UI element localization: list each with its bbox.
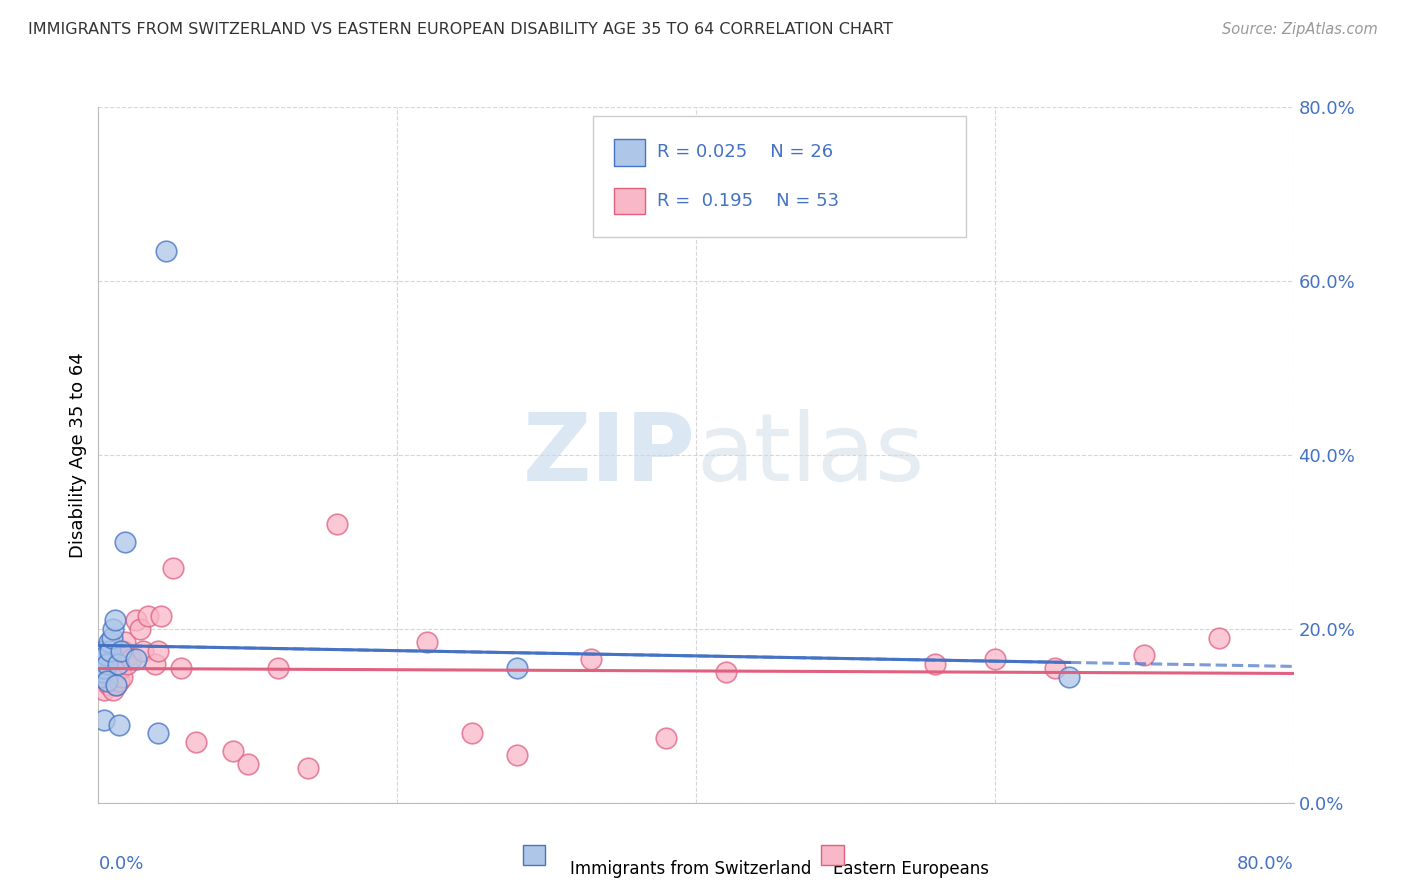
Text: atlas: atlas: [696, 409, 924, 501]
Point: [105, 678, 128, 692]
Point: [222, 744, 245, 758]
Text: IMMIGRANTS FROM SWITZERLAND VS EASTERN EUROPEAN DISABILITY AGE 35 TO 64 CORRELAT: IMMIGRANTS FROM SWITZERLAND VS EASTERN E…: [28, 22, 893, 37]
Point: [1059, 670, 1081, 684]
Point: [506, 661, 529, 675]
Point: [89, 657, 111, 671]
Point: [103, 682, 125, 697]
Point: [655, 731, 678, 745]
Point: [125, 652, 148, 666]
Point: [110, 661, 132, 675]
Point: [89, 661, 111, 675]
Point: [97, 678, 120, 692]
Point: [155, 244, 177, 258]
Point: [150, 608, 173, 623]
Point: [97, 635, 120, 649]
Point: [93, 713, 115, 727]
Point: [297, 761, 319, 775]
Point: [93, 682, 115, 697]
Point: [90, 670, 112, 684]
Y-axis label: Disability Age 35 to 64: Disability Age 35 to 64: [69, 352, 87, 558]
Point: [112, 643, 135, 657]
Point: [148, 726, 170, 740]
Point: [129, 622, 152, 636]
Point: [90, 657, 112, 671]
Point: [326, 517, 349, 532]
Point: [91, 665, 114, 680]
Point: [107, 665, 129, 680]
Point: [110, 643, 132, 657]
Point: [581, 652, 603, 666]
Point: [97, 661, 120, 675]
Point: [101, 674, 124, 689]
Point: [416, 635, 439, 649]
Point: [103, 670, 125, 684]
Point: [1133, 648, 1156, 662]
Point: [104, 661, 127, 675]
Point: [91, 652, 114, 666]
Text: Source: ZipAtlas.com: Source: ZipAtlas.com: [1222, 22, 1378, 37]
Point: [125, 613, 148, 627]
Point: [111, 670, 134, 684]
Point: [143, 657, 166, 671]
Point: [105, 678, 128, 692]
Point: [1043, 661, 1066, 675]
Point: [506, 747, 529, 762]
Point: [93, 661, 115, 675]
Point: [114, 534, 136, 549]
Text: Eastern Europeans: Eastern Europeans: [834, 860, 990, 878]
Text: 0.0%: 0.0%: [98, 855, 143, 873]
Text: ZIP: ZIP: [523, 409, 696, 501]
Point: [714, 665, 737, 680]
Point: [98, 657, 122, 671]
Text: Immigrants from Switzerland: Immigrants from Switzerland: [571, 860, 811, 878]
Point: [267, 661, 290, 675]
Text: R =  0.195    N = 53: R = 0.195 N = 53: [657, 192, 839, 211]
Point: [117, 648, 139, 662]
Point: [169, 661, 191, 675]
Point: [89, 661, 111, 675]
Point: [136, 608, 159, 623]
Point: [94, 648, 117, 662]
Point: [91, 643, 114, 657]
Point: [104, 613, 127, 627]
Point: [983, 652, 1005, 666]
Point: [924, 657, 946, 671]
Point: [132, 643, 155, 657]
Point: [94, 665, 117, 680]
Point: [105, 652, 128, 666]
Text: R = 0.025    N = 26: R = 0.025 N = 26: [657, 143, 832, 161]
Point: [91, 674, 114, 689]
Point: [90, 670, 112, 684]
Point: [94, 648, 117, 662]
Point: [101, 631, 124, 645]
Point: [98, 643, 122, 657]
Point: [236, 756, 259, 771]
Point: [96, 670, 118, 684]
Point: [162, 561, 184, 575]
Point: [96, 657, 118, 671]
Text: 80.0%: 80.0%: [1237, 855, 1294, 873]
Point: [96, 674, 118, 689]
Point: [148, 643, 170, 657]
Point: [184, 735, 207, 749]
Point: [114, 635, 136, 649]
Point: [90, 652, 112, 666]
Point: [108, 717, 131, 731]
Point: [1208, 631, 1230, 645]
Point: [115, 657, 138, 671]
Point: [107, 657, 129, 671]
Point: [120, 652, 142, 666]
Point: [461, 726, 484, 740]
Point: [103, 622, 125, 636]
Point: [108, 674, 131, 689]
